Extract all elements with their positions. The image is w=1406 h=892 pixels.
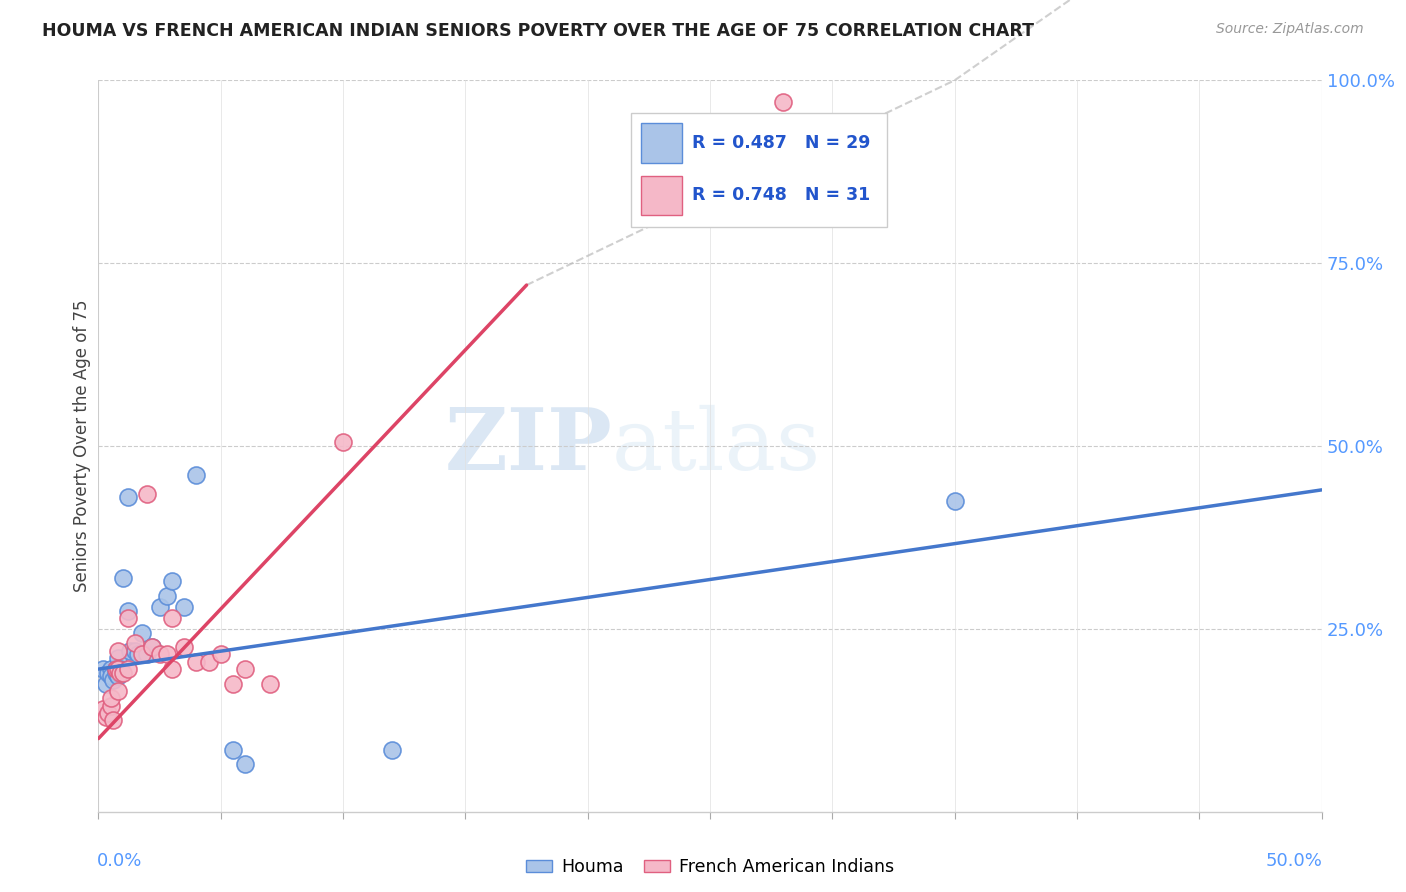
Point xyxy=(131,648,153,662)
Point xyxy=(104,665,127,680)
Point xyxy=(259,676,281,690)
Point xyxy=(772,95,794,110)
Point xyxy=(233,662,256,676)
Point xyxy=(107,684,129,698)
Text: Source: ZipAtlas.com: Source: ZipAtlas.com xyxy=(1216,22,1364,37)
Point xyxy=(149,648,172,662)
Text: atlas: atlas xyxy=(612,404,821,488)
Point xyxy=(160,662,183,676)
Point xyxy=(100,669,122,683)
Point xyxy=(117,603,139,617)
Point xyxy=(124,644,146,658)
Point xyxy=(110,665,132,680)
Point xyxy=(117,662,139,676)
Point xyxy=(222,742,245,756)
Point xyxy=(100,698,122,713)
Point xyxy=(124,636,146,650)
Point xyxy=(110,662,132,676)
Point xyxy=(186,655,208,669)
Point xyxy=(100,662,122,676)
Point xyxy=(91,702,114,716)
Point xyxy=(943,494,966,508)
Point xyxy=(141,640,163,655)
Text: 50.0%: 50.0% xyxy=(1265,852,1323,870)
Point xyxy=(173,599,195,614)
Text: HOUMA VS FRENCH AMERICAN INDIAN SENIORS POVERTY OVER THE AGE OF 75 CORRELATION C: HOUMA VS FRENCH AMERICAN INDIAN SENIORS … xyxy=(42,22,1035,40)
Point xyxy=(111,571,134,585)
Point xyxy=(97,665,120,680)
Point xyxy=(120,644,142,658)
Text: ZIP: ZIP xyxy=(444,404,612,488)
Legend: Houma, French American Indians: Houma, French American Indians xyxy=(526,858,894,876)
Point xyxy=(136,486,159,500)
Point xyxy=(104,662,127,676)
Point xyxy=(107,644,129,658)
Point xyxy=(94,676,117,690)
Point xyxy=(100,691,122,706)
Point xyxy=(197,655,219,669)
Point xyxy=(107,669,129,683)
Point xyxy=(131,625,153,640)
Point xyxy=(111,665,134,680)
Point xyxy=(141,640,163,655)
Point xyxy=(107,651,129,665)
Point xyxy=(332,435,354,450)
Point xyxy=(104,662,127,676)
Point xyxy=(136,648,159,662)
Point xyxy=(173,640,195,655)
Point xyxy=(94,709,117,723)
Point xyxy=(233,757,256,772)
Point xyxy=(160,574,183,589)
Point xyxy=(117,611,139,625)
Point xyxy=(209,648,232,662)
Point xyxy=(222,676,245,690)
Point xyxy=(91,662,114,676)
Point xyxy=(107,662,129,676)
Point xyxy=(97,706,120,720)
Point xyxy=(156,589,179,603)
Point xyxy=(127,648,149,662)
Point xyxy=(149,599,172,614)
Point xyxy=(186,468,208,483)
Point xyxy=(160,611,183,625)
Point xyxy=(117,490,139,504)
Point xyxy=(156,648,179,662)
Point xyxy=(101,714,124,728)
Text: 0.0%: 0.0% xyxy=(97,852,142,870)
Point xyxy=(381,742,404,756)
Point xyxy=(101,673,124,687)
Y-axis label: Seniors Poverty Over the Age of 75: Seniors Poverty Over the Age of 75 xyxy=(73,300,91,592)
